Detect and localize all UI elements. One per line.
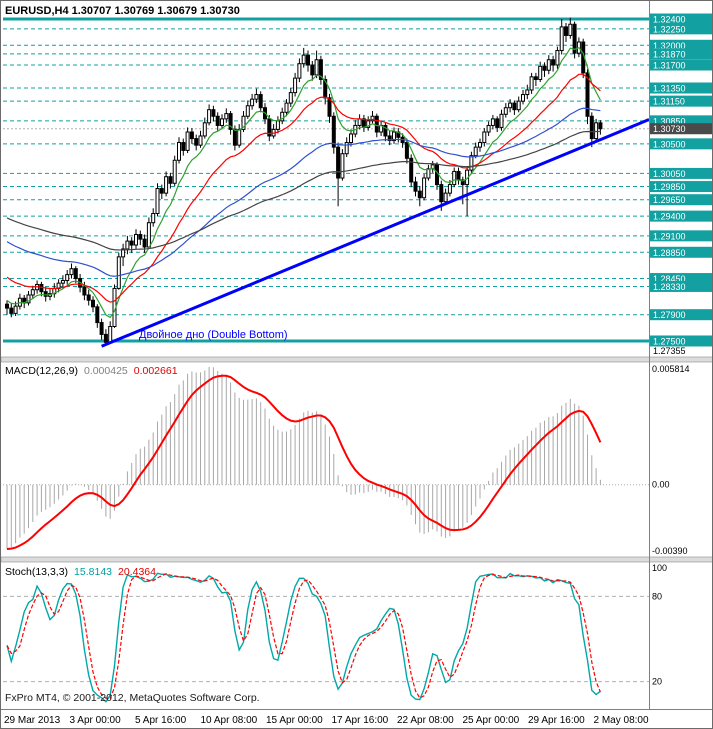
- price-scale-label: 1.30850: [653, 116, 686, 126]
- stoch-scale-label: 20: [652, 677, 662, 687]
- price-scale-label-box: [650, 246, 712, 258]
- time-axis[interactable]: 29 Mar 2013 3 Apr 00:00 5 Apr 16:00 10 Apr …: [4, 715, 649, 726]
- price-scale-label-box: [650, 210, 712, 222]
- price-scale-label-box: [650, 123, 712, 135]
- panel-divider[interactable]: [1, 356, 713, 363]
- macd-signal-line: [6, 374, 602, 550]
- chart-title: EURUSD,H4 1.30707 1.30769 1.30679 1.3073…: [5, 5, 240, 17]
- macd-name: MACD(12,26,9): [5, 365, 78, 377]
- copyright-text: FxPro MT4, © 2001-2012, MetaQuotes Softw…: [5, 692, 260, 704]
- time-axis-label: 25 Apr 00:00: [463, 715, 520, 726]
- macd-scale-label: 0.00: [652, 480, 670, 490]
- price-scale-label-box: [650, 95, 712, 107]
- price-scale-label: 1.28330: [653, 282, 686, 292]
- price-scale-label: 1.29650: [653, 195, 686, 205]
- macd-scale-label: 0.005814: [652, 364, 690, 374]
- price-scale-label: 1.31700: [653, 60, 686, 70]
- price-scale-label: 1.30050: [653, 169, 686, 179]
- time-axis-label: 15 Apr 00:00: [266, 715, 323, 726]
- stoch-indicator-title: Stoch(13,3,3) 15.8143 20.4364: [5, 566, 156, 578]
- stoch-scale-label: 100: [652, 563, 667, 573]
- time-axis-label: 22 Apr 08:00: [397, 715, 454, 726]
- price-scale-label: 1.32400: [653, 15, 686, 25]
- panel-divider[interactable]: [1, 556, 713, 563]
- price-scale-min-label: 1.27355: [653, 346, 686, 356]
- time-axis-label: 5 Apr 16:00: [135, 715, 187, 726]
- price-scale-label-box: [650, 48, 712, 60]
- price-scale-label-box: [650, 273, 712, 285]
- price-scale-label: 1.31150: [653, 97, 685, 107]
- price-scale-label: 1.27500: [653, 336, 686, 346]
- price-scale-label-box: [650, 335, 712, 347]
- support-resistance-levels[interactable]: [3, 17, 649, 343]
- price-scale-label-box: [650, 167, 712, 179]
- macd-main-value: 0.000425: [83, 365, 128, 377]
- trendline-double-bottom[interactable]: [101, 118, 650, 348]
- time-axis-label: 3 Apr 00:00: [70, 715, 122, 726]
- price-scale-label-box: [650, 181, 712, 193]
- stoch-k-line: [6, 572, 601, 703]
- price-scale-label-box: [650, 194, 712, 206]
- ma-line-8: [6, 46, 601, 319]
- macd-signal-value: 0.002661: [133, 365, 178, 377]
- double-bottom-annotation[interactable]: Двойное дно (Double Bottom): [139, 329, 288, 341]
- price-scale-label-box: [650, 39, 712, 51]
- macd-panel[interactable]: 0.005814 0.00 -0.00390: [3, 364, 690, 556]
- price-scale-label: 1.30500: [653, 139, 686, 149]
- price-scale-label-box: [650, 138, 712, 150]
- time-axis-label: 10 Apr 08:00: [201, 715, 258, 726]
- stoch-scale-label: 80: [652, 591, 662, 601]
- time-axis-label: 17 Apr 16:00: [332, 715, 389, 726]
- macd-indicator-title: MACD(12,26,9) 0.000425 0.002661: [5, 365, 178, 377]
- time-axis-label: 29 Apr 16:00: [528, 715, 585, 726]
- price-scale-label: 1.27900: [653, 310, 686, 320]
- price-scale-label: 1.31350: [653, 83, 686, 93]
- stoch-k-value: 15.8143: [74, 566, 113, 578]
- price-scale-label: 1.29850: [653, 182, 686, 192]
- price-scale-label: 1.28450: [653, 274, 686, 284]
- price-scale-label-box: [650, 230, 712, 242]
- price-scale-label: 1.28850: [653, 248, 686, 258]
- stoch-name: Stoch(13,3,3): [5, 566, 69, 578]
- price-scale-label-box: [650, 59, 712, 71]
- price-scale-label: 1.32000: [653, 41, 686, 51]
- price-scale-label: 1.31870: [653, 49, 686, 59]
- price-scale-label-box: [650, 115, 712, 127]
- price-scale-label-box: [650, 82, 712, 94]
- price-scale-label-box: [650, 23, 712, 35]
- macd-scale-label: -0.00390: [652, 546, 688, 556]
- stoch-panel[interactable]: 100 80 20: [3, 563, 667, 703]
- price-scale-label: 1.30730: [653, 124, 686, 134]
- time-axis-label: 2 May 08:00: [594, 715, 649, 726]
- ma-line-21: [6, 73, 601, 303]
- price-scale-label-box: [650, 309, 712, 321]
- price-scale-label-box: [650, 13, 712, 25]
- time-axis-label: 29 Mar 2013: [4, 715, 61, 726]
- price-scale-label-box: [650, 280, 712, 292]
- stoch-d-value: 20.4364: [118, 566, 156, 578]
- ma-line-100: [6, 130, 601, 251]
- moving-averages: [6, 46, 601, 319]
- ma-line-55: [6, 107, 601, 277]
- stoch-d-line: [6, 573, 601, 699]
- price-scale-label: 1.32250: [653, 24, 686, 34]
- price-scale-label: 1.29400: [653, 212, 686, 222]
- price-scale-label: 1.29100: [653, 231, 686, 241]
